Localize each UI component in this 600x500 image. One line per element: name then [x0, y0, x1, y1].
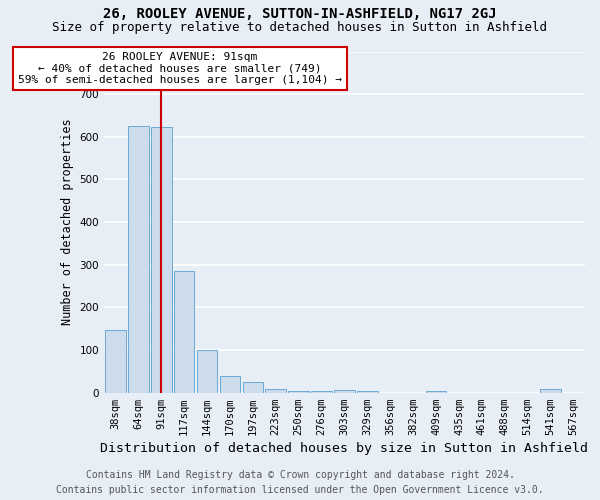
Bar: [197, 350, 217, 393]
Bar: [242, 382, 263, 392]
Text: 26, ROOLEY AVENUE, SUTTON-IN-ASHFIELD, NG17 2GJ: 26, ROOLEY AVENUE, SUTTON-IN-ASHFIELD, N…: [103, 8, 497, 22]
Text: Size of property relative to detached houses in Sutton in Ashfield: Size of property relative to detached ho…: [53, 21, 548, 34]
Text: 26 ROOLEY AVENUE: 91sqm
← 40% of detached houses are smaller (749)
59% of semi-d: 26 ROOLEY AVENUE: 91sqm ← 40% of detache…: [17, 52, 341, 85]
Bar: [151, 128, 172, 392]
Bar: [265, 390, 286, 392]
Bar: [541, 390, 561, 392]
Bar: [311, 390, 332, 392]
Bar: [220, 376, 240, 392]
Bar: [289, 390, 309, 392]
Bar: [334, 390, 355, 392]
Bar: [128, 126, 149, 392]
Y-axis label: Number of detached properties: Number of detached properties: [61, 119, 74, 326]
Bar: [174, 271, 194, 392]
Text: Contains HM Land Registry data © Crown copyright and database right 2024.
Contai: Contains HM Land Registry data © Crown c…: [56, 470, 544, 495]
Bar: [357, 390, 377, 392]
Bar: [105, 330, 125, 392]
X-axis label: Distribution of detached houses by size in Sutton in Ashfield: Distribution of detached houses by size …: [100, 442, 589, 455]
Bar: [426, 390, 446, 392]
